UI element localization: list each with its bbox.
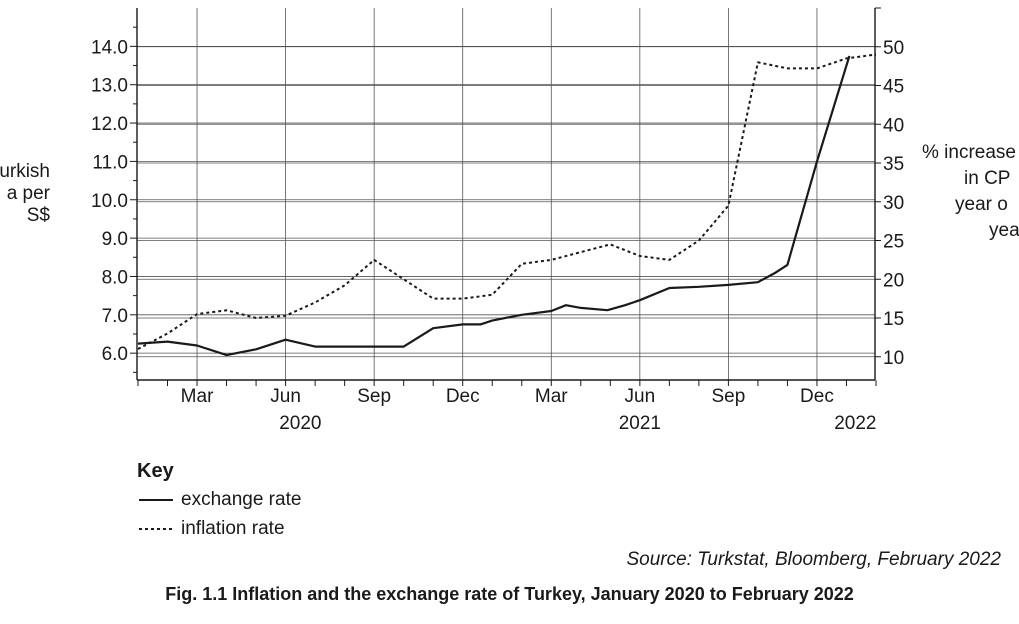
x-tick-label: Dec (800, 386, 834, 407)
y-left-tick-label: 9.0 (102, 229, 128, 250)
y-right-tick-label: 50 (883, 38, 904, 59)
source-note: Source: Turkstat, Bloomberg, February 20… (626, 549, 1001, 570)
y-right-tick-label: 15 (883, 309, 904, 330)
x-tick-label: Sep (711, 386, 745, 407)
x-year-label: 2020 (279, 413, 321, 434)
y-right-tick-label: 10 (883, 348, 904, 369)
y-right-axis-label: in CP (964, 168, 1010, 189)
y-left-axis-label: urkish (0, 161, 50, 182)
y-left-tick-label: 7.0 (102, 306, 128, 327)
y-right-tick-label: 30 (883, 193, 904, 214)
chart-plot: 6.0 7.0 8.0 9.0 10.0 11.0 12.0 13.0 14.0 10 15 20 25… (0, 7, 1019, 434)
inflation-rate-line (137, 53, 877, 350)
x-year-label: 2022 (834, 413, 876, 434)
key-item-inflation-rate: inflation rate (137, 518, 285, 540)
y-right-tick-label: 45 (883, 77, 904, 98)
solid-line-icon (139, 499, 173, 501)
x-tick-label: Jun (625, 386, 656, 407)
key-label-inflation-rate: inflation rate (181, 518, 285, 539)
x-tick-label: Mar (535, 386, 568, 407)
y-right-axis-label: year o (955, 194, 1008, 215)
exchange-rate-line (137, 55, 851, 357)
y-left-tick-label: 10.0 (91, 191, 128, 212)
y-left-tick-label: 8.0 (102, 267, 128, 288)
y-right-tick-label: 25 (883, 232, 904, 253)
y-right-axis-label: yea (989, 220, 1019, 241)
y-right-axis-label: % increase (922, 142, 1016, 163)
y-left-tick-label: 12.0 (91, 114, 128, 135)
y-right-tick-label: 40 (883, 115, 904, 136)
x-tick-label: Sep (357, 386, 391, 407)
y-right-tick-label: 35 (883, 154, 904, 175)
y-left-axis-label: S$ (27, 205, 51, 226)
x-tick-label: Mar (181, 386, 214, 407)
x-tick-label: Jun (270, 386, 301, 407)
key-label-exchange-rate: exchange rate (181, 489, 302, 510)
y-left-tick-label: 6.0 (102, 344, 128, 365)
y-left-tick-label: 11.0 (92, 152, 128, 173)
x-year-label: 2021 (619, 413, 661, 434)
y-left-tick-label: 13.0 (91, 76, 128, 97)
dotted-line-icon (139, 528, 173, 530)
key-item-exchange-rate: exchange rate (137, 489, 301, 511)
key-title: Key (137, 460, 174, 482)
x-tick-label: Dec (446, 386, 480, 407)
y-right-tick-label: 20 (883, 270, 904, 291)
figure-caption: Fig. 1.1 Inflation and the exchange rate… (165, 584, 854, 604)
y-left-axis-label: a per (7, 183, 51, 204)
y-left-tick-label: 14.0 (91, 37, 128, 58)
